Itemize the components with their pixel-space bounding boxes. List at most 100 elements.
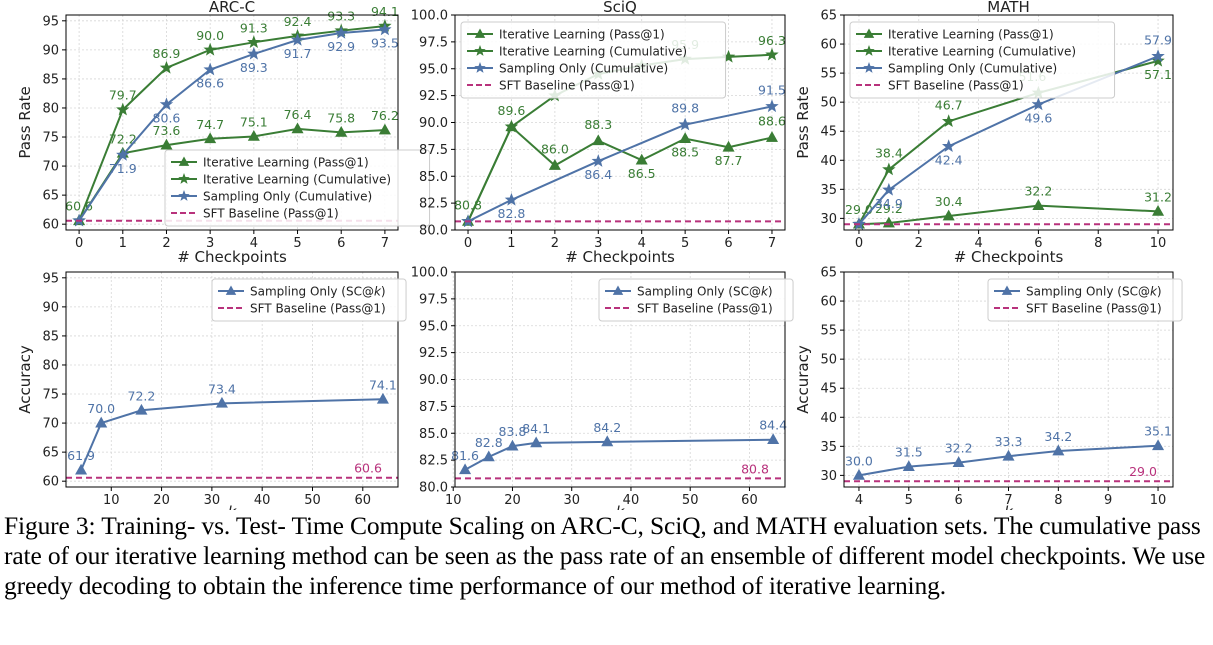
legend-box: [164, 149, 431, 227]
data-label: 71.9: [109, 161, 137, 176]
data-point: [765, 99, 779, 113]
y-tick-label: 60: [42, 475, 59, 490]
legend-entry: Iterative Learning (Pass@1): [203, 155, 369, 169]
data-label: 86.5: [628, 166, 656, 181]
data-label: 94.1: [371, 4, 399, 19]
axes-frame: [843, 14, 1174, 231]
y-tick-label: 65: [820, 9, 837, 24]
data-label: 84.1: [522, 421, 550, 436]
data-point: [247, 46, 261, 60]
data-label: 42.4: [935, 152, 963, 167]
y-tick-label: 50: [820, 353, 837, 368]
x-tick-label: 0: [464, 236, 472, 251]
legend-marker: [474, 45, 486, 56]
data-point: [334, 25, 348, 39]
data-label: 87.7: [715, 153, 743, 168]
x-tick-label: 4: [974, 236, 982, 251]
legend-entry: Sampling Only (SC@k): [250, 284, 386, 298]
data-point: [1052, 444, 1065, 456]
y-tick-label: 97.5: [419, 35, 448, 50]
data-label: 33.3: [995, 434, 1023, 449]
legend-entry: Sampling Only (Cumulative): [203, 189, 372, 203]
y-tick-label: 55: [820, 67, 837, 82]
data-label: 79.7: [109, 88, 137, 103]
axes-frame: [454, 14, 786, 231]
x-tick-label: 9: [1104, 493, 1112, 508]
baseline-label: 29.0: [1129, 464, 1157, 479]
y-tick-label: 70: [42, 417, 59, 432]
x-tick-label: 6: [1034, 236, 1042, 251]
data-point: [247, 130, 260, 141]
legend-entry: SFT Baseline (Pass@1): [888, 78, 1024, 92]
data-label: 86.6: [196, 76, 224, 91]
data-label: 86.9: [153, 46, 181, 61]
x-tick-label: 5: [293, 236, 301, 251]
data-point: [952, 456, 965, 467]
y-tick-label: 45: [820, 125, 837, 140]
data-label: 75.1: [240, 114, 268, 129]
x-axis-label: k: [228, 503, 238, 510]
y-tick-label: 80.0: [419, 481, 448, 496]
data-point: [942, 209, 955, 221]
y-tick-label: 80: [42, 101, 59, 116]
x-tick-label: 60: [355, 493, 372, 508]
data-label: 49.6: [1024, 110, 1052, 125]
legend-box: [211, 278, 407, 322]
x-tick-label: 7: [1004, 493, 1012, 508]
data-label: 86.4: [584, 167, 612, 182]
y-tick-label: 92.5: [419, 89, 448, 104]
y-tick-label: 85: [42, 72, 59, 87]
data-point: [1032, 199, 1045, 210]
legend-marker: [863, 62, 875, 73]
data-point: [941, 139, 956, 153]
data-point: [1031, 97, 1046, 111]
y-tick-label: 90.0: [419, 373, 448, 388]
x-tick-label: 3: [206, 236, 214, 251]
y-tick-label: 70: [42, 160, 59, 175]
x-tick-label: 1: [507, 236, 515, 251]
y-tick-label: 90.0: [419, 116, 448, 131]
data-point: [941, 114, 956, 128]
y-tick-label: 55: [820, 324, 837, 339]
data-label: 57.1: [1144, 67, 1172, 82]
data-label: 88.6: [758, 114, 786, 129]
y-tick-label: 95.0: [419, 62, 448, 77]
x-tick-label: 0: [75, 236, 83, 251]
data-point: [902, 460, 915, 472]
x-tick-label: 40: [254, 493, 271, 508]
legend-entry: SFT Baseline (Pass@1): [499, 78, 635, 92]
chart-title: SciQ: [603, 0, 637, 16]
legend-marker: [474, 62, 486, 73]
data-label: 91.7: [284, 46, 312, 61]
data-label: 91.5: [758, 82, 786, 97]
x-tick-label: 4: [638, 236, 646, 251]
x-axis-label: # Checkpoints: [177, 248, 287, 266]
data-label: 30.0: [845, 453, 873, 468]
data-point: [592, 134, 605, 146]
data-label: 73.4: [208, 381, 236, 396]
y-tick-label: 100.0: [411, 266, 448, 281]
y-tick-label: 90: [42, 300, 59, 315]
data-point: [247, 35, 261, 49]
y-tick-label: 50: [820, 96, 837, 111]
data-point: [290, 32, 305, 46]
data-label: 72.2: [128, 388, 156, 403]
x-tick-label: 50: [682, 493, 699, 508]
legend: Iterative Learning (Pass@1) Iterative Lea…: [460, 21, 727, 99]
data-label: 31.5: [895, 445, 923, 460]
data-point: [160, 138, 173, 150]
y-axis-label: Accuracy: [794, 345, 812, 414]
data-label: 88.3: [584, 117, 612, 132]
legend-entry: SFT Baseline (Pass@1): [1026, 301, 1162, 315]
data-label: 80.8: [454, 197, 482, 212]
legend-box: [987, 278, 1183, 322]
y-tick-label: 40: [820, 411, 837, 426]
legend-entry: Sampling Only (Cumulative): [499, 61, 668, 75]
data-label: 92.9: [327, 39, 355, 54]
data-point: [159, 97, 174, 111]
y-tick-label: 65: [42, 446, 59, 461]
figure-caption: Figure 3: Training- vs. Test- Time Compu…: [4, 511, 1206, 600]
y-tick-label: 100.0: [411, 9, 448, 24]
